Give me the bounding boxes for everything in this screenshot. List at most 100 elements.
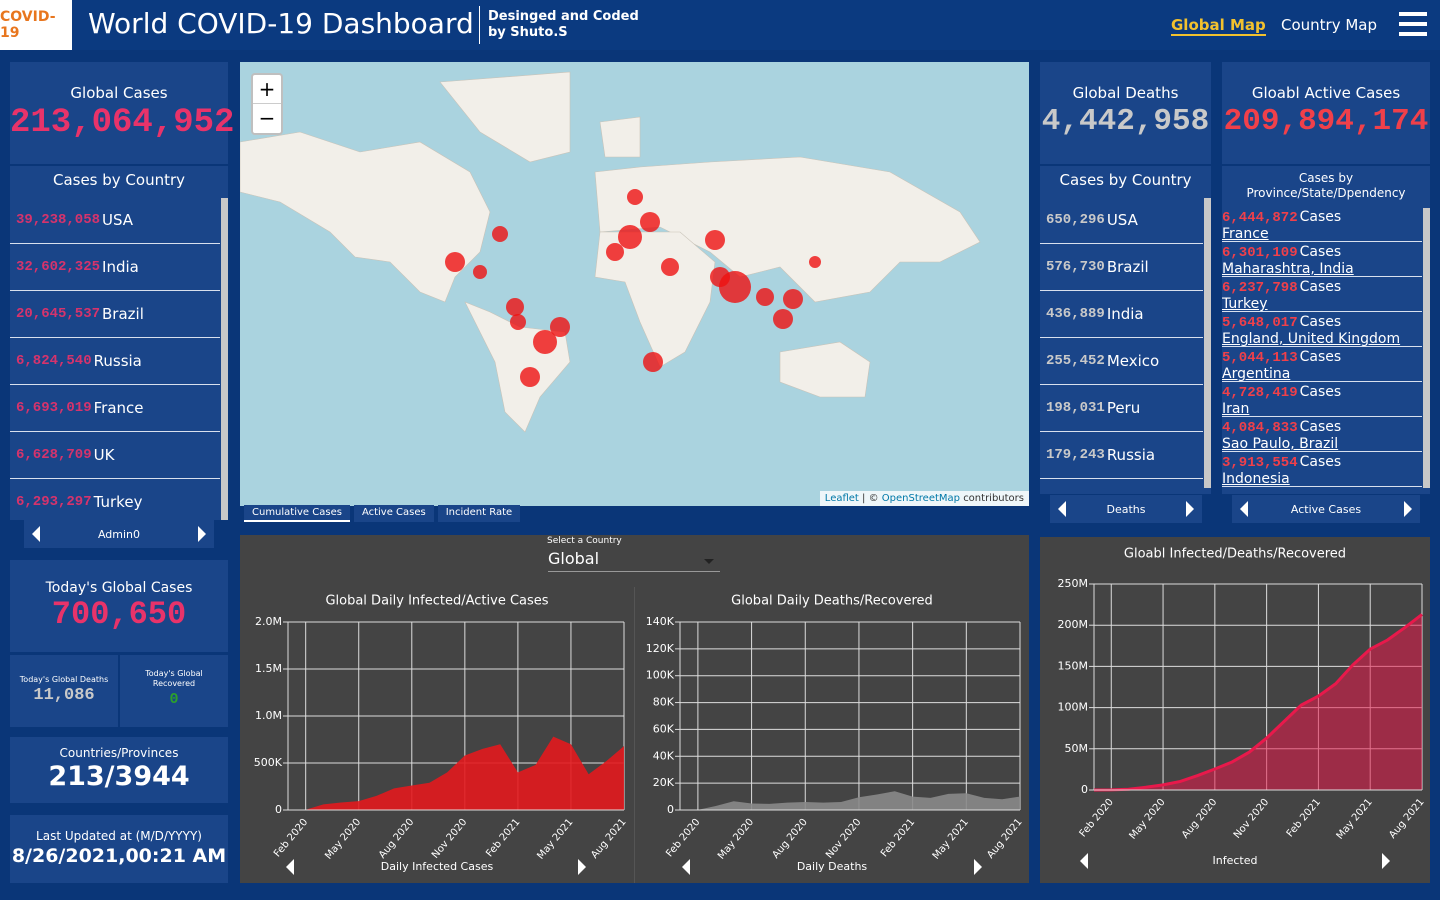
next-arrow[interactable] [578,859,586,875]
prev-arrow[interactable] [32,526,40,542]
zoom-out[interactable]: − [253,104,281,132]
x-tick-label: Feb 2020 [1078,797,1116,840]
place: Indonesia [1222,471,1422,487]
last-updated: Last Updated at (M/D/YYYY) 8/26/2021,00:… [10,815,228,883]
label: Countries/Provinces [10,746,228,760]
y-tick-label: 500K [254,756,283,769]
list-row[interactable]: 6,301,109CasesMaharashtra, India [1222,242,1422,277]
country: Turkey [94,493,143,511]
link[interactable]: Leaflet [825,493,859,504]
x-tick-label: May 2021 [535,817,575,862]
country: USA [102,211,133,229]
header: COVID-19 World COVID-19 Dashboard Desing… [0,0,1440,50]
scrollbar[interactable] [1423,208,1430,488]
caption: Infected [1213,854,1258,867]
scrollbar[interactable] [221,198,228,520]
link[interactable]: OpenStreetMap [882,493,960,504]
next-arrow[interactable] [198,526,206,542]
country: India [102,258,139,276]
chart-title: Global Daily Infected/Active Cases [325,594,548,609]
chart: Global Daily Infected/Active Cases0500K1… [240,585,634,883]
active-cases: Gloabl Active Cases 209,894,174 [1222,62,1430,164]
count: 650,296 [1046,212,1105,228]
value: 213/3944 [10,761,228,792]
area [1094,614,1422,790]
nav-link[interactable]: Global Map [1171,16,1266,36]
list-row[interactable]: 6,293,297Turkey [10,479,220,520]
logo[interactable]: COVID-19 [0,0,72,50]
unit: Cases [1300,279,1342,295]
list-row[interactable]: 255,452Mexico [1040,338,1203,385]
unit: Cases [1300,244,1342,260]
x-tick-label: Feb 2020 [664,817,702,860]
next-arrow[interactable] [1404,501,1412,517]
country: Russia [1107,446,1155,464]
value: 213,064,952 [10,104,228,142]
list-row[interactable]: 4,084,833CasesSao Paulo, Brazil [1222,417,1422,452]
scrollbar[interactable] [1204,198,1211,488]
list-row[interactable]: 3,913,554CasesIndonesia [1222,452,1422,487]
next-arrow[interactable] [1382,853,1390,869]
todays-cases: Today's Global Cases 700,650 [10,560,228,652]
next-arrow[interactable] [974,859,982,875]
prev-arrow[interactable] [1058,501,1066,517]
list-row[interactable]: 6,237,798CasesTurkey [1222,277,1422,312]
list-row[interactable]: 6,444,872CasesFrance [1222,207,1422,242]
prev-arrow[interactable] [682,859,690,875]
y-tick-label: 40K [653,749,675,762]
count: 436,889 [1046,306,1105,322]
label: Today's Global Deaths [10,675,118,684]
caption: Daily Deaths [797,860,868,873]
list-row[interactable]: 6,693,019France [10,385,220,432]
list-row[interactable]: 5,648,017CasesEngland, United Kingdom [1222,312,1422,347]
caret [704,559,714,565]
y-tick-label: 100K [646,669,675,682]
list-row[interactable]: 198,031Peru [1040,385,1203,432]
menu-icon[interactable] [1399,12,1427,36]
list-row[interactable]: 39,238,058USA [10,197,220,244]
credit-line: Desinged and Coded [488,9,639,25]
x-tick-label: Aug 2020 [1180,797,1219,841]
prev-arrow[interactable] [1240,501,1248,517]
count: 6,693,019 [16,400,92,416]
list-row[interactable]: 32,602,325India [10,244,220,291]
count: 5,648,017 [1222,315,1298,331]
list-row[interactable]: 179,243Russia [1040,432,1203,479]
country: Brazil [102,305,144,323]
y-tick-label: 150M [1058,659,1089,672]
list-row[interactable]: 650,296USA [1040,197,1203,244]
list-title: Cases by Country [10,171,228,189]
list-row[interactable]: 20,645,537Brazil [10,291,220,338]
nav-link[interactable]: Country Map [1281,16,1377,34]
todays-recovered: Today's Global Recovered 0 [120,655,228,727]
tab[interactable]: Incident Rate [438,505,520,522]
list-row[interactable]: 576,730Brazil [1040,244,1203,291]
prev-arrow[interactable] [286,859,294,875]
next-arrow[interactable] [1186,501,1194,517]
country-select[interactable]: Global [548,549,720,572]
zoom-in[interactable]: + [253,75,281,104]
list-row[interactable]: 4,728,419CasesIran [1222,382,1422,417]
tab[interactable]: Active Cases [354,505,434,522]
list-row[interactable]: 436,889India [1040,291,1203,338]
zoom-control: + − [251,73,283,135]
list-row[interactable]: 5,044,113CasesArgentina [1222,347,1422,382]
value: 8/26/2021,00:21 AM [10,845,228,867]
y-tick-label: 250M [1058,577,1089,590]
deaths-by-country: Cases by Country 650,296USA576,730Brazil… [1040,166,1211,494]
credit: Desinged and Codedby Shuto.S [488,9,639,41]
country: Russia [94,352,142,370]
place: Iran [1222,401,1422,417]
unit: Cases [1300,384,1342,400]
tab[interactable]: Cumulative Cases [244,505,350,522]
area [680,791,1020,810]
x-tick-label: Feb 2021 [1285,797,1323,840]
list-row[interactable]: 6,824,540Russia [10,338,220,385]
prev-arrow[interactable] [1080,853,1088,869]
count: 3,913,554 [1222,455,1298,471]
value: 209,894,174 [1222,104,1430,139]
area [288,737,624,810]
y-tick-label: 2.0M [255,615,282,628]
map[interactable]: + − Leaflet | © OpenStreetMap contributo… [240,62,1029,506]
list-row[interactable]: 6,628,709UK [10,432,220,479]
